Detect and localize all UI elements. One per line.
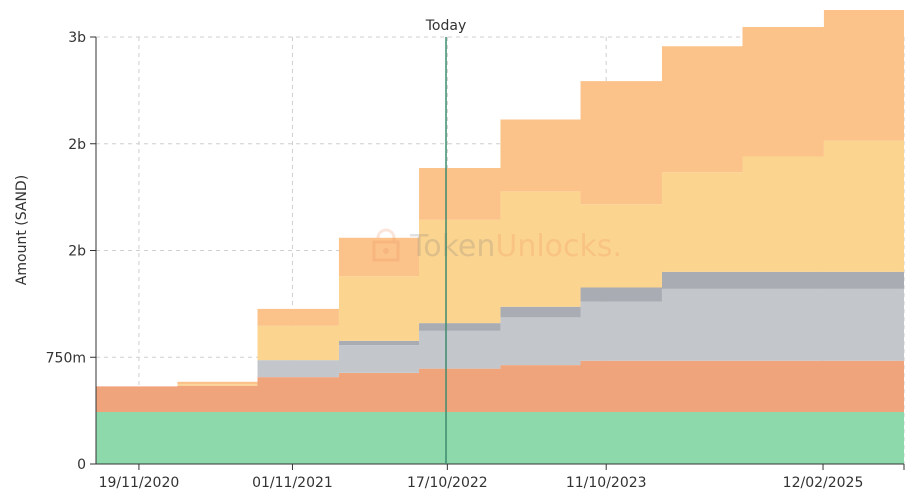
x-tick-label-3: 11/10/2023 [566,475,647,491]
series-area-6 [96,9,904,387]
x-tick-label-0: 19/11/2020 [99,475,180,491]
x-tick-label-4: 12/02/2025 [783,475,864,491]
y-tick-label-4: 3b [68,30,86,46]
y-tick-label-3: 2b [68,137,86,153]
x-tick-label-1: 01/11/2021 [252,475,333,491]
today-label: Today [425,18,467,34]
series-area-5 [96,140,904,387]
series-area-0 [96,412,904,464]
y-axis-title: Amount (SAND) [14,175,30,285]
series-area-1 [96,360,904,413]
x-tick-label-2: 17/10/2022 [407,475,488,491]
svg-text:TokenUnlocks.: TokenUnlocks. [409,229,622,264]
watermark-suffix: Unlocks. [495,229,622,264]
y-tick-label-0: 0 [77,457,86,473]
y-tick-label-1: 750m [46,350,86,366]
y-tick-label-2: 2b [68,244,86,260]
watermark: TokenUnlocks. [372,228,622,264]
watermark-prefix: Token [409,229,495,264]
series-area-4 [96,271,904,387]
area-layer [96,9,904,464]
today-marker: Today [425,18,467,464]
axis-layer: 0 750m 2b 2b 3b 19/11/2020 01/11/2021 17/10/202… [46,30,905,491]
token-unlocks-logo-icon [372,228,400,262]
series-area-3 [96,288,904,387]
